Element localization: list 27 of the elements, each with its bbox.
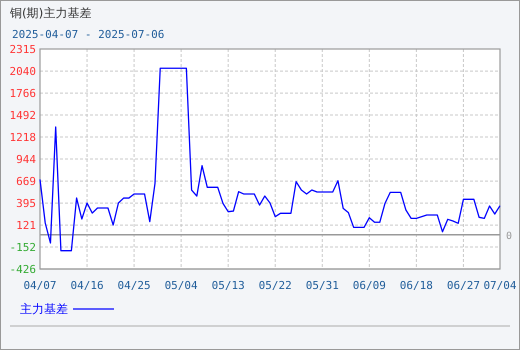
y-tick-label: -426 [10, 263, 36, 276]
y-tick-label: 1492 [10, 109, 36, 122]
x-tick-label: 05/31 [306, 279, 339, 292]
x-tick-label: 06/09 [352, 279, 386, 292]
chart-subtitle: 2025-04-07 - 2025-07-06 [12, 28, 164, 41]
x-tick-label: 04/07 [23, 279, 57, 292]
y-tick-label: -152 [10, 241, 36, 254]
y-tick-label: 2315 [10, 43, 36, 56]
x-tick-label: 06/18 [400, 279, 433, 292]
x-tick-label: 05/22 [258, 279, 292, 292]
legend-label: 主力基差 [20, 302, 68, 316]
y-tick-label: 669 [16, 175, 36, 188]
y-tick-label: 1218 [10, 131, 36, 144]
y-tick-label: 2040 [10, 65, 36, 78]
x-tick-label: 04/25 [118, 279, 151, 292]
x-tick-label: 07/04 [483, 279, 517, 292]
line-series [39, 68, 501, 252]
x-tick-label: 05/04 [164, 279, 198, 292]
chart-title: 铜(期)主力基差 [9, 6, 92, 20]
ref-line-label: 0 [506, 230, 512, 242]
y-tick-label: 395 [16, 197, 36, 210]
x-tick-label: 06/27 [446, 279, 480, 292]
x-tick-label: 05/13 [212, 279, 245, 292]
x-tick-label: 04/16 [70, 279, 104, 292]
y-tick-label: 121 [16, 219, 36, 232]
y-tick-label: 1766 [10, 87, 36, 100]
y-tick-label: 944 [16, 153, 36, 166]
